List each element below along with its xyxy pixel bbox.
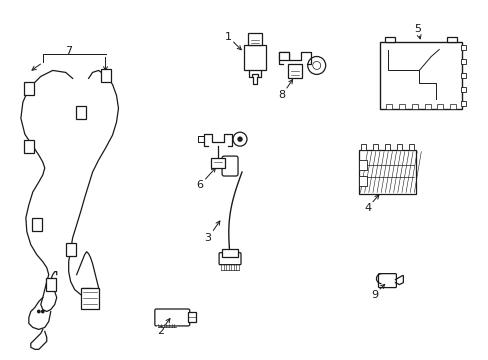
Bar — [101, 69, 110, 82]
Text: 4: 4 — [363, 195, 378, 213]
Circle shape — [38, 310, 40, 313]
FancyBboxPatch shape — [155, 309, 189, 326]
Bar — [411, 104, 417, 109]
Bar — [81, 288, 91, 301]
Bar — [24, 82, 34, 95]
Text: 8: 8 — [278, 80, 292, 100]
Bar — [449, 104, 455, 109]
Bar — [358, 150, 415, 194]
Bar — [358, 176, 366, 186]
Bar — [460, 73, 465, 78]
FancyBboxPatch shape — [378, 274, 396, 288]
Bar — [460, 59, 465, 64]
Bar — [424, 104, 430, 109]
Bar — [358, 160, 366, 170]
Bar — [360, 144, 366, 150]
Text: 3: 3 — [204, 221, 220, 243]
Bar — [386, 104, 392, 109]
Text: 7: 7 — [65, 45, 72, 55]
Bar — [247, 32, 262, 45]
Bar — [396, 144, 401, 150]
Bar — [81, 288, 99, 310]
Bar — [385, 37, 395, 41]
Text: 2: 2 — [157, 319, 170, 336]
FancyBboxPatch shape — [219, 253, 241, 265]
Text: 6: 6 — [196, 168, 215, 190]
Bar — [447, 37, 456, 41]
Bar — [32, 219, 41, 231]
Bar — [65, 243, 76, 256]
Bar — [384, 144, 389, 150]
Circle shape — [41, 310, 44, 313]
Bar — [24, 140, 34, 153]
Bar — [278, 53, 288, 60]
Bar — [437, 104, 443, 109]
Text: 1: 1 — [224, 32, 241, 50]
Bar — [188, 312, 196, 323]
Bar — [408, 144, 413, 150]
Bar — [460, 87, 465, 92]
Bar — [46, 278, 56, 291]
Circle shape — [238, 137, 242, 141]
Bar — [380, 41, 461, 109]
Bar — [287, 64, 301, 78]
Bar — [211, 158, 224, 168]
Bar — [244, 45, 265, 71]
FancyBboxPatch shape — [222, 156, 238, 176]
Bar — [460, 101, 465, 106]
Bar — [398, 104, 405, 109]
Bar — [460, 45, 465, 50]
FancyBboxPatch shape — [222, 249, 238, 257]
Bar — [76, 106, 85, 119]
Text: 9: 9 — [370, 284, 384, 300]
Bar — [372, 144, 377, 150]
Text: 5: 5 — [413, 24, 420, 39]
